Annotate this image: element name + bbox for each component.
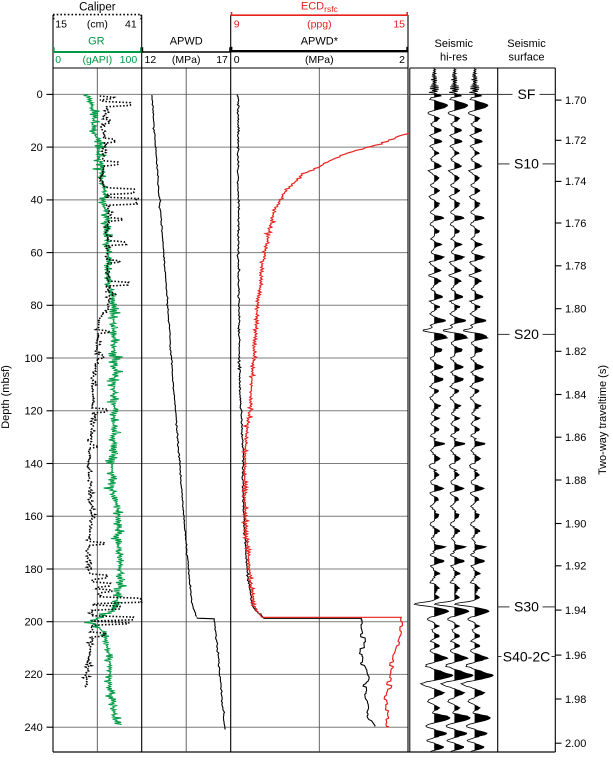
svg-text:1.94: 1.94	[565, 605, 586, 617]
svg-text:180: 180	[24, 564, 42, 576]
svg-text:1.70: 1.70	[565, 95, 586, 107]
svg-text:1.98: 1.98	[565, 694, 586, 706]
svg-text:200: 200	[24, 617, 42, 629]
svg-text:15: 15	[393, 18, 405, 30]
svg-text:(MPa): (MPa)	[172, 54, 201, 66]
svg-text:Seismic: Seismic	[507, 38, 546, 50]
svg-text:Caliper: Caliper	[79, 2, 116, 14]
svg-text:(ppg): (ppg)	[307, 18, 332, 30]
svg-text:60: 60	[31, 247, 43, 259]
svg-text:1.80: 1.80	[565, 304, 586, 316]
svg-text:1.82: 1.82	[565, 346, 586, 358]
svg-text:GR: GR	[88, 35, 105, 47]
svg-text:APWD: APWD	[170, 35, 203, 47]
svg-text:1.92: 1.92	[565, 561, 586, 573]
svg-text:2.00: 2.00	[565, 738, 586, 750]
svg-text:41: 41	[125, 18, 137, 30]
svg-text:SF: SF	[518, 86, 536, 102]
svg-text:100: 100	[24, 353, 42, 365]
svg-text:100: 100	[120, 54, 138, 66]
svg-text:S40-2C: S40-2C	[503, 648, 550, 664]
svg-text:0: 0	[37, 89, 43, 101]
svg-text:17: 17	[216, 54, 228, 66]
svg-text:2: 2	[399, 54, 405, 66]
svg-text:40: 40	[31, 195, 43, 207]
svg-text:140: 140	[24, 458, 42, 470]
svg-text:9: 9	[234, 18, 240, 30]
svg-text:0: 0	[55, 54, 61, 66]
svg-text:1.90: 1.90	[565, 518, 586, 530]
svg-text:ECDrsfc: ECDrsfc	[301, 1, 339, 15]
svg-text:1.74: 1.74	[565, 176, 586, 188]
svg-text:20: 20	[31, 142, 43, 154]
svg-text:15: 15	[55, 18, 67, 30]
svg-text:(cm): (cm)	[87, 18, 108, 30]
svg-text:1.86: 1.86	[565, 432, 586, 444]
svg-text:1.76: 1.76	[565, 218, 586, 230]
svg-text:1.78: 1.78	[565, 261, 586, 273]
svg-text:Depth (mbsf): Depth (mbsf)	[0, 365, 12, 429]
svg-text:80: 80	[31, 300, 43, 312]
svg-text:1.72: 1.72	[565, 135, 586, 147]
svg-text:12: 12	[145, 54, 157, 66]
svg-text:240: 240	[24, 722, 42, 734]
svg-text:Seismic: Seismic	[434, 38, 473, 50]
svg-text:1.96: 1.96	[565, 650, 586, 662]
svg-text:hi-res: hi-res	[440, 52, 468, 64]
svg-text:(MPa): (MPa)	[305, 54, 334, 66]
svg-text:120: 120	[24, 406, 42, 418]
svg-text:S30: S30	[514, 599, 539, 615]
svg-text:(gAPI): (gAPI)	[82, 54, 112, 66]
svg-text:surface: surface	[508, 52, 544, 64]
svg-text:1.88: 1.88	[565, 475, 586, 487]
svg-text:S20: S20	[514, 326, 539, 342]
svg-text:S10: S10	[514, 156, 539, 172]
svg-text:0: 0	[234, 54, 240, 66]
svg-text:Two-way traveltime (s): Two-way traveltime (s)	[597, 365, 609, 475]
svg-text:APWD*: APWD*	[301, 35, 339, 47]
svg-text:160: 160	[24, 511, 42, 523]
svg-text:220: 220	[24, 669, 42, 681]
svg-text:1.84: 1.84	[565, 389, 586, 401]
